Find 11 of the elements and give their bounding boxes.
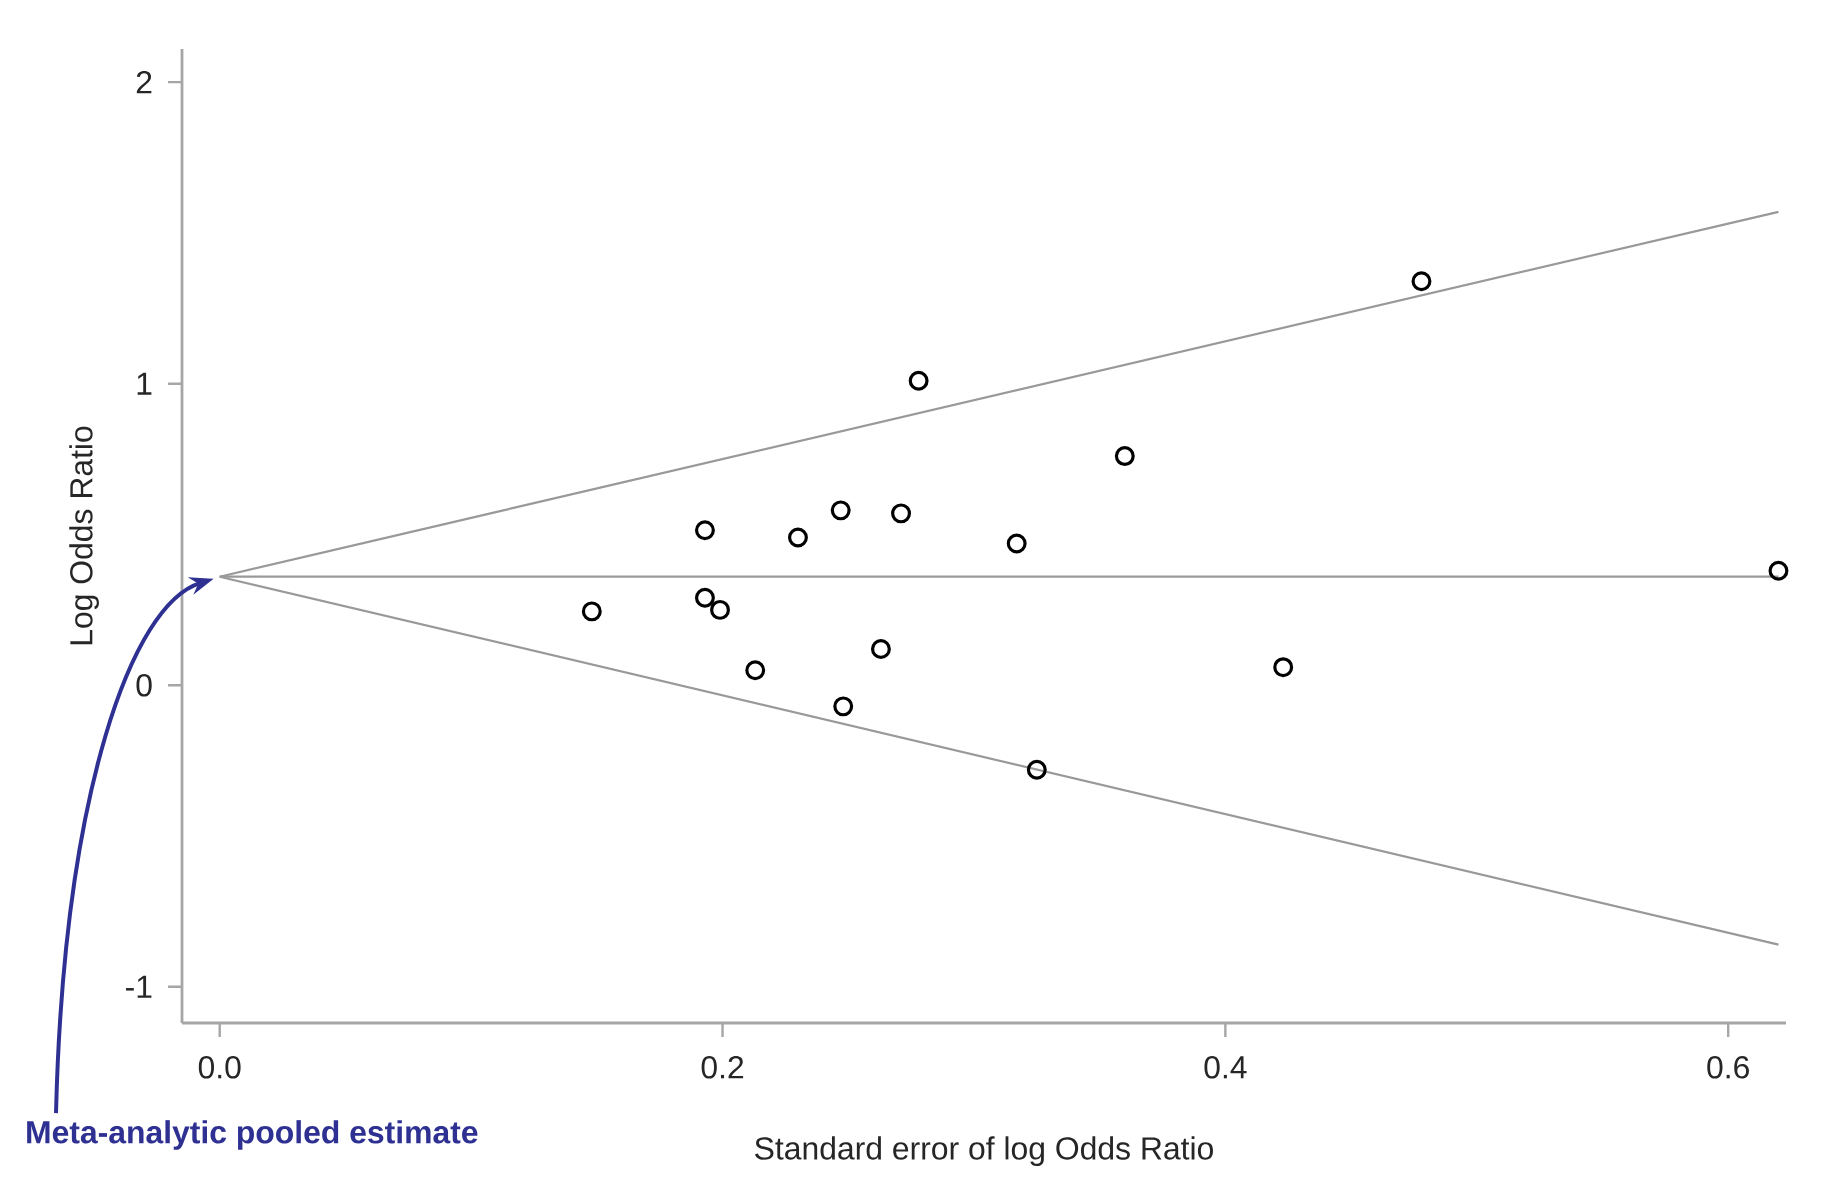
y-tick-label: 0 — [136, 673, 152, 697]
y-tick-label: 1 — [137, 372, 152, 395]
y-tick-label: 2 — [136, 71, 152, 94]
text: Meta-analytic pooled estimate — [27, 1120, 478, 1150]
x-tick-label: 0.2 — [701, 1056, 744, 1079]
y-tick-label: -1 — [126, 975, 152, 998]
x-tick-label: 0.0 — [198, 1056, 241, 1079]
x-tick-label: 0.4 — [1204, 1056, 1247, 1079]
y-axis-title: Log Odds Ratio — [69, 426, 99, 645]
x-axis-title: Standard error of log Odds Ratio — [755, 1136, 1213, 1167]
x-tick-label: 0.6 — [1707, 1056, 1749, 1079]
